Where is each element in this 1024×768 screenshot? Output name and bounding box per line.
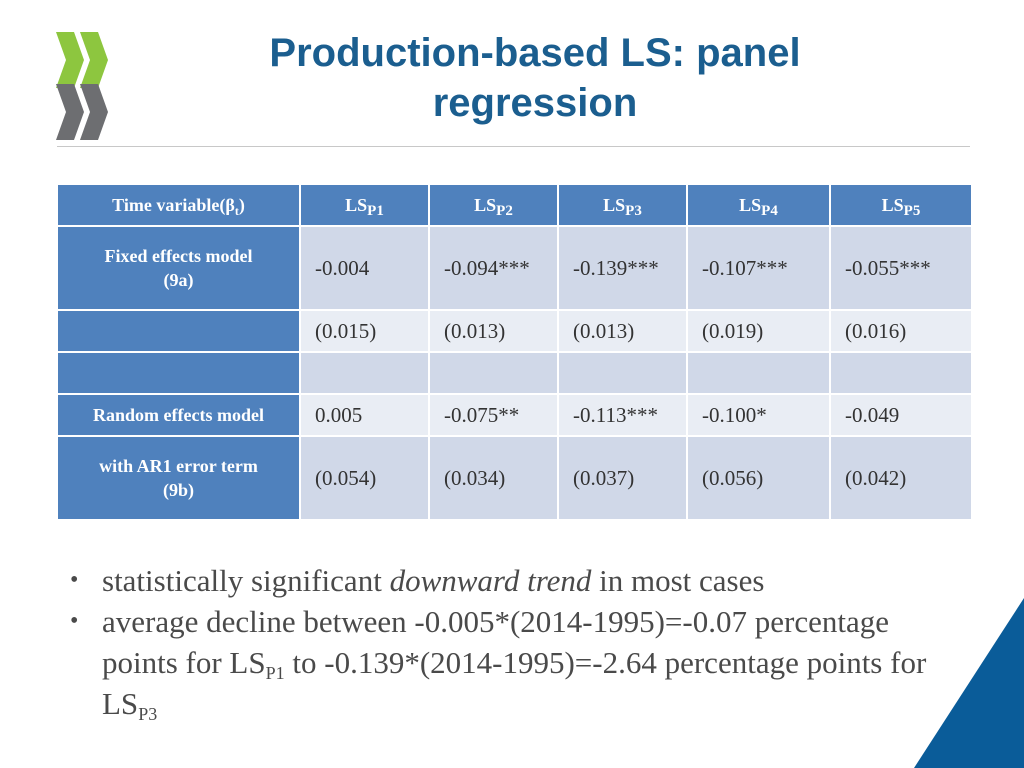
table-cell: [829, 351, 973, 395]
table-row: (0.015) (0.013) (0.013) (0.019) (0.016): [56, 309, 973, 353]
row-label-random-effects: Random effects model: [56, 393, 301, 437]
title-divider: [57, 146, 970, 147]
table-cell: [557, 351, 688, 395]
table-cell: [428, 351, 559, 395]
list-item: • statistically significant downward tre…: [70, 560, 950, 601]
header-lsp5: LSP5: [829, 183, 973, 227]
row-label-empty: [56, 351, 301, 395]
regression-table: Time variable(βt) LSP1 LSP2 LSP3 LSP4 LS…: [56, 183, 973, 521]
table-cell: [686, 351, 831, 395]
table-cell: (0.015): [299, 309, 430, 353]
header-lsp2: LSP2: [428, 183, 559, 227]
table-header-row: Time variable(βt) LSP1 LSP2 LSP3 LSP4 LS…: [56, 183, 973, 227]
table-cell: -0.094***: [428, 225, 559, 311]
header-lsp1: LSP1: [299, 183, 430, 227]
table-cell: (0.013): [557, 309, 688, 353]
table-row: with AR1 error term (9b) (0.054) (0.034) …: [56, 435, 973, 521]
bullet-list: • statistically significant downward tre…: [70, 560, 950, 724]
table-cell: (0.037): [557, 435, 688, 521]
row-label-ar1: with AR1 error term (9b): [56, 435, 301, 521]
oecd-logo-icon: [56, 32, 108, 140]
slide-title: Production-based LS: panel regression: [269, 31, 801, 125]
table-cell: [299, 351, 430, 395]
table-cell: -0.139***: [557, 225, 688, 311]
bullet-dot-icon: •: [70, 608, 79, 634]
table-cell: -0.113***: [557, 393, 688, 437]
row-label-empty: [56, 309, 301, 353]
table-cell: (0.056): [686, 435, 831, 521]
header-time-variable: Time variable(βt): [56, 183, 301, 227]
table-cell: (0.019): [686, 309, 831, 353]
table-cell: -0.049: [829, 393, 973, 437]
table-row: [56, 351, 973, 395]
table-cell: -0.100*: [686, 393, 831, 437]
table-row: Fixed effects model (9a) -0.004 -0.094***…: [56, 225, 973, 311]
table-cell: -0.075**: [428, 393, 559, 437]
header-lsp3: LSP3: [557, 183, 688, 227]
table-cell: (0.016): [829, 309, 973, 353]
table-cell: -0.055***: [829, 225, 973, 311]
table-cell: 0.005: [299, 393, 430, 437]
header-lsp4: LSP4: [686, 183, 831, 227]
table-cell: (0.042): [829, 435, 973, 521]
table-cell: (0.034): [428, 435, 559, 521]
table-row: Random effects model 0.005 -0.075** -0.1…: [56, 393, 973, 437]
corner-decoration-icon: [914, 598, 1024, 768]
table-cell: -0.107***: [686, 225, 831, 311]
list-item: • average decline between -0.005*(2014-1…: [70, 601, 950, 724]
table-cell: -0.004: [299, 225, 430, 311]
row-label-fixed-effects: Fixed effects model (9a): [56, 225, 301, 311]
table-cell: (0.013): [428, 309, 559, 353]
table-cell: (0.054): [299, 435, 430, 521]
bullet-dot-icon: •: [70, 567, 79, 593]
